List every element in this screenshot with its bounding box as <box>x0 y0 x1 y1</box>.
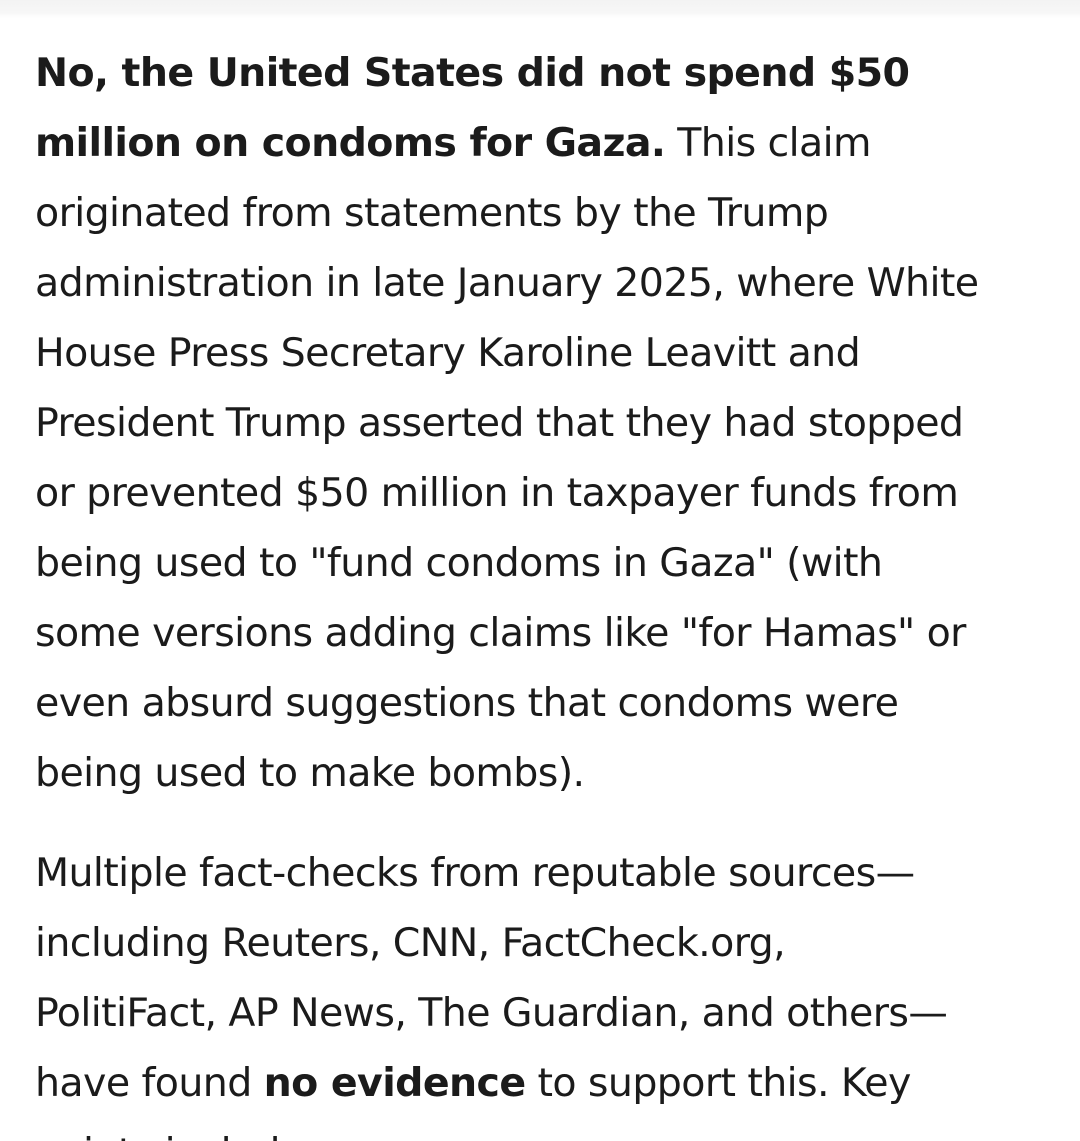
text-segment: This claim <box>665 120 871 166</box>
text-segment: have found <box>35 1060 264 1106</box>
text-line: have found no evidence to support this. … <box>35 1048 1045 1118</box>
answer-text: No, the United States did not spend $50 … <box>35 38 1045 1141</box>
top-fade-bar <box>0 0 1080 18</box>
text-line: points include: <box>35 1118 1045 1141</box>
text-line: PolitiFact, AP News, The Guardian, and o… <box>35 990 948 1036</box>
text-line: No, the United States did not spend $50 <box>35 38 1045 108</box>
text-segment: to support this. Key <box>525 1060 912 1106</box>
text-line: originated from statements by the Trump <box>35 190 829 236</box>
text-line: even absurd suggestions that condoms wer… <box>35 680 899 726</box>
paragraph-claim-summary: No, the United States did not spend $50 … <box>35 38 1045 808</box>
paragraph-fact-checks: Multiple fact-checks from reputable sour… <box>35 838 1045 1141</box>
text-line: million on condoms for Gaza. This claim <box>35 108 1045 178</box>
bold-verdict: No, the United States did not spend $50 <box>35 50 910 96</box>
text-line: being used to make bombs). <box>35 750 585 796</box>
bold-no-evidence: no evidence <box>263 1060 526 1106</box>
text-line: administration in late January 2025, whe… <box>35 260 979 306</box>
text-line: House Press Secretary Karoline Leavitt a… <box>35 330 861 376</box>
text-line: including Reuters, CNN, FactCheck.org, <box>35 920 786 966</box>
text-line: being used to "fund condoms in Gaza" (wi… <box>35 540 883 586</box>
text-line: some versions adding claims like "for Ha… <box>35 610 966 656</box>
bold-verdict: million on condoms for Gaza. <box>35 120 666 166</box>
text-line: Multiple fact-checks from reputable sour… <box>35 850 915 896</box>
text-line: President Trump asserted that they had s… <box>35 400 964 446</box>
text-line: or prevented $50 million in taxpayer fun… <box>35 470 959 516</box>
